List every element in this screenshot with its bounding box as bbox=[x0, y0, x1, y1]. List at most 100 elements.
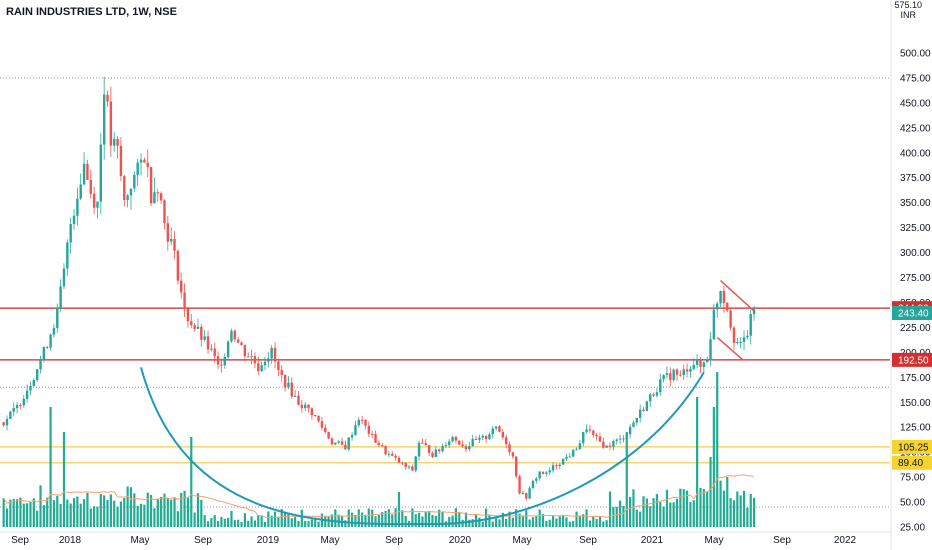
volume-bar bbox=[290, 518, 293, 527]
volume-bar bbox=[126, 486, 129, 527]
volume-bar bbox=[649, 506, 652, 527]
y-tick-label: 150.00 bbox=[900, 398, 931, 409]
candle-body bbox=[662, 375, 665, 380]
volume-bar bbox=[481, 521, 484, 527]
candle-body bbox=[2, 422, 5, 426]
candle-body bbox=[62, 268, 66, 287]
volume-bar bbox=[233, 520, 236, 527]
candle-body bbox=[46, 347, 49, 349]
candle-body bbox=[545, 472, 548, 474]
volume-bar bbox=[123, 497, 126, 527]
volume-bar bbox=[726, 477, 729, 527]
candle-body bbox=[25, 390, 29, 399]
candle-body bbox=[146, 162, 149, 168]
candle-body bbox=[675, 369, 679, 375]
candle-body bbox=[488, 434, 491, 440]
candle-body bbox=[702, 362, 706, 367]
candle-body bbox=[598, 436, 602, 442]
volume-bar bbox=[129, 487, 133, 527]
candle-body bbox=[317, 415, 320, 422]
candle-body bbox=[283, 374, 287, 388]
volume-bar bbox=[732, 500, 736, 527]
volume-bar bbox=[257, 515, 260, 527]
volume-bar bbox=[424, 511, 427, 527]
volume-bar bbox=[72, 498, 76, 527]
candle-body bbox=[210, 348, 213, 350]
volume-bar bbox=[521, 516, 525, 527]
candle-body bbox=[180, 280, 183, 293]
currency-max: 575.10 bbox=[894, 0, 922, 10]
candle-body bbox=[431, 452, 434, 457]
volume-bar bbox=[746, 507, 749, 527]
candle-body bbox=[719, 291, 722, 304]
volume-bar bbox=[354, 515, 357, 527]
candle-body bbox=[143, 159, 146, 163]
x-tick-label: 2021 bbox=[641, 535, 664, 546]
volume-bar bbox=[361, 512, 364, 527]
volume-bar bbox=[394, 508, 397, 527]
volume-bar bbox=[565, 517, 568, 527]
candle-body bbox=[350, 434, 354, 438]
candle-body bbox=[605, 445, 608, 448]
volume-bar bbox=[374, 516, 377, 527]
candle-body bbox=[504, 437, 508, 445]
volume-bar bbox=[551, 515, 555, 527]
candle-body bbox=[414, 456, 417, 471]
candle-body bbox=[548, 470, 551, 473]
candle-body bbox=[481, 435, 484, 438]
volume-bar bbox=[665, 489, 669, 527]
candle-body bbox=[226, 341, 230, 357]
last-price-badge-bg bbox=[892, 306, 932, 321]
volume-bar bbox=[696, 397, 699, 527]
x-tick-label: 2019 bbox=[257, 535, 280, 546]
candle-body bbox=[474, 439, 478, 441]
candle-body bbox=[571, 449, 575, 457]
candle-body bbox=[230, 330, 233, 342]
candle-body bbox=[213, 348, 216, 357]
candle-body bbox=[712, 309, 716, 340]
volume-bar bbox=[86, 492, 89, 527]
candle-body bbox=[501, 431, 505, 438]
candle-body bbox=[685, 369, 689, 372]
volume-bar bbox=[438, 509, 441, 527]
volume-bar bbox=[525, 510, 528, 527]
volume-bar bbox=[213, 515, 216, 527]
candle-body bbox=[297, 395, 300, 405]
volume-bar bbox=[716, 372, 719, 527]
candle-body bbox=[203, 336, 206, 340]
candle-body bbox=[411, 466, 414, 471]
flag-top-line bbox=[720, 279, 754, 312]
candle-body bbox=[35, 369, 39, 380]
y-tick-label: 275.00 bbox=[900, 273, 931, 284]
candle-body bbox=[186, 308, 190, 322]
candle-body bbox=[293, 395, 297, 397]
candle-body bbox=[200, 326, 203, 340]
candle-body bbox=[558, 464, 561, 467]
volume-bar bbox=[706, 491, 709, 527]
candle-body bbox=[592, 430, 595, 435]
candle-body bbox=[561, 458, 565, 465]
volume-bar bbox=[9, 499, 12, 527]
y-tick-label: 50.00 bbox=[900, 498, 925, 509]
volume-bar bbox=[367, 508, 370, 527]
volume-bar bbox=[655, 494, 659, 527]
volume-bar bbox=[384, 510, 387, 527]
volume-bar bbox=[555, 518, 558, 527]
volume-bar bbox=[32, 498, 35, 527]
candle-body bbox=[370, 433, 374, 435]
candle-body bbox=[206, 336, 210, 350]
candle-body bbox=[320, 421, 324, 428]
candle-body bbox=[367, 425, 371, 434]
volume-bar bbox=[531, 517, 535, 527]
candle-body bbox=[709, 339, 712, 361]
candle-body bbox=[119, 145, 123, 177]
volume-bar bbox=[702, 488, 705, 527]
x-tick-label: May bbox=[705, 535, 724, 546]
volume-bar bbox=[119, 501, 123, 527]
candle-body bbox=[72, 215, 76, 224]
volume-bar bbox=[220, 517, 223, 527]
volume-bar bbox=[454, 508, 458, 527]
volume-bar bbox=[675, 498, 679, 527]
volume-bar bbox=[49, 407, 52, 527]
